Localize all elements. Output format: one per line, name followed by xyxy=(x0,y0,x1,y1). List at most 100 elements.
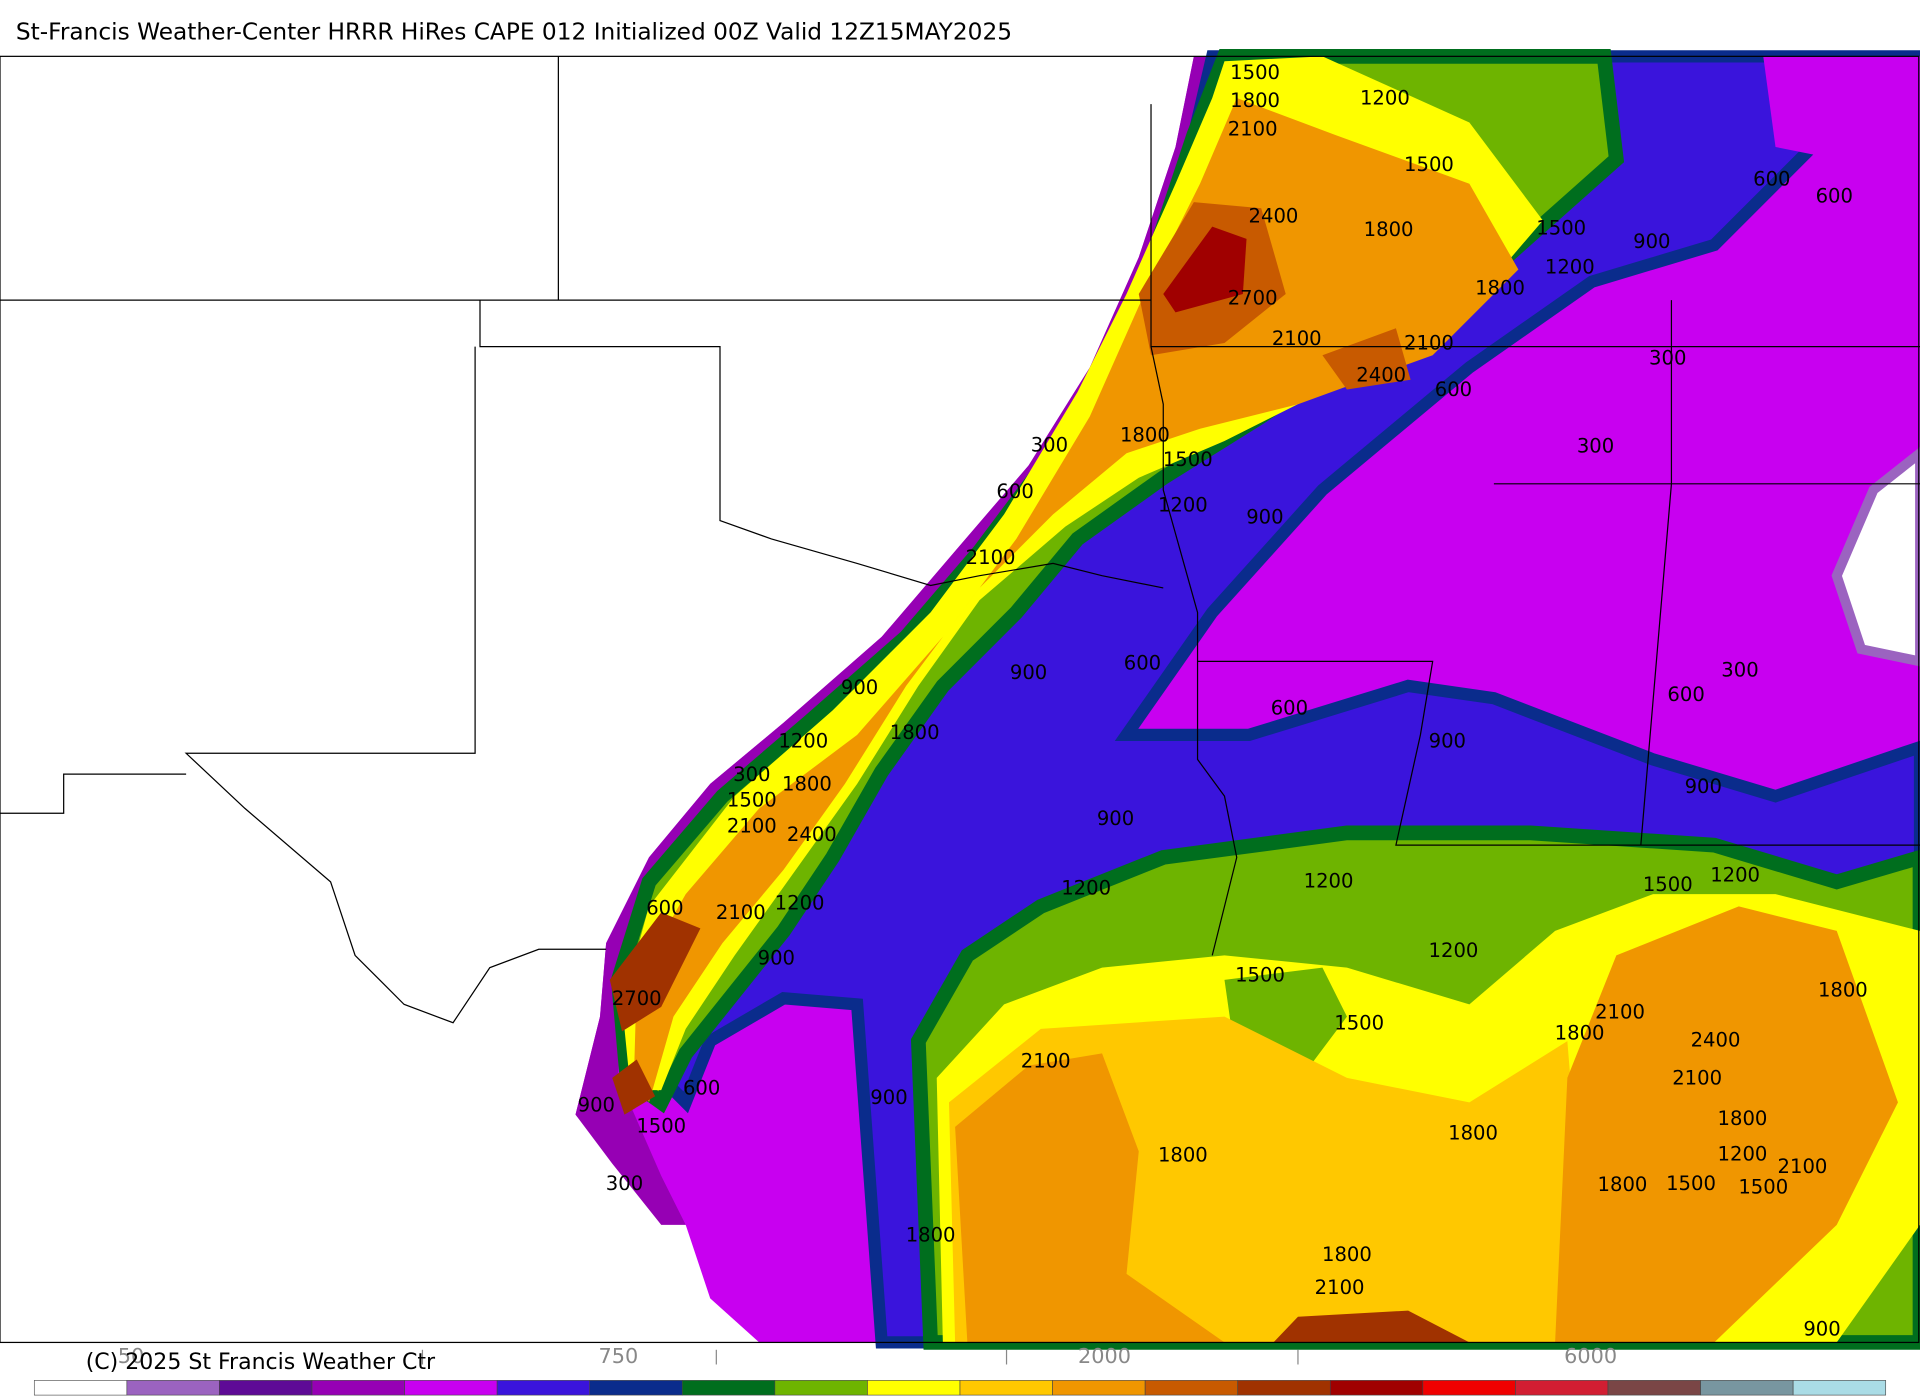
contour-label: 2400 xyxy=(1249,204,1299,227)
cape-low-east xyxy=(1831,446,1920,667)
colorbar-swatch xyxy=(589,1380,683,1396)
colorbar-label: 2000 xyxy=(1078,1344,1131,1368)
colorbar-swatch xyxy=(1792,1380,1887,1396)
colorbar-swatch xyxy=(1052,1380,1146,1396)
contour-label: 2100 xyxy=(1272,327,1322,350)
contour-label: 2700 xyxy=(1228,286,1278,309)
contour-label: 2400 xyxy=(1356,364,1406,387)
colorbar-swatch xyxy=(33,1380,128,1396)
colorbar: 50 750 2000 6000 xyxy=(33,1344,1887,1396)
contour-label: 900 xyxy=(758,947,795,970)
contour-label: 1500 xyxy=(1334,1011,1384,1034)
colorbar-label: 50 xyxy=(118,1344,144,1368)
cape-purple-ne xyxy=(1763,56,1920,160)
contour-label: 600 xyxy=(996,480,1033,503)
contour-label: 1800 xyxy=(1448,1122,1498,1145)
contour-label: 600 xyxy=(1753,168,1790,191)
colorbar-swatch xyxy=(1515,1380,1609,1396)
colorbar-swatch xyxy=(219,1380,313,1396)
contour-label: 2100 xyxy=(1778,1155,1828,1178)
cape-darkorange-coast-2 xyxy=(612,1059,656,1115)
contour-label: 1800 xyxy=(1230,89,1280,112)
cape-darkorange-coast xyxy=(609,912,701,1032)
contour-label: 600 xyxy=(1816,185,1853,208)
map-frame xyxy=(0,55,1920,1344)
contour-label: 600 xyxy=(646,896,683,919)
contour-label: 300 xyxy=(733,763,770,786)
colorbar-swatch xyxy=(867,1380,961,1396)
colorbar-swatch xyxy=(126,1380,220,1396)
contour-label: 900 xyxy=(1633,230,1670,253)
contour-label: 1500 xyxy=(1738,1176,1788,1199)
borders xyxy=(0,56,1920,1024)
contour-label: 1800 xyxy=(1364,218,1414,241)
contour-label: 1500 xyxy=(1643,873,1693,896)
colorbar-swatch xyxy=(1422,1380,1516,1396)
contour-label: 1200 xyxy=(1718,1143,1768,1166)
contour-label: 1200 xyxy=(1429,939,1479,962)
contour-label: 2700 xyxy=(612,987,662,1010)
contour-label: 1200 xyxy=(1304,869,1354,892)
contour-label: 2100 xyxy=(1595,1000,1645,1023)
contour-label: 900 xyxy=(1803,1318,1840,1341)
colorbar-swatch xyxy=(1237,1380,1331,1396)
contour-label: 1200 xyxy=(1545,256,1595,279)
contour-label: 900 xyxy=(1010,661,1047,684)
contour-label: 2100 xyxy=(1021,1049,1071,1072)
cape-field xyxy=(0,48,1920,1350)
contour-label: 1500 xyxy=(1536,217,1586,240)
cape-orange-north xyxy=(634,97,1519,1103)
cape-darkorange-south xyxy=(1273,1310,1470,1343)
contour-label: 900 xyxy=(1097,807,1134,830)
contour-label: 300 xyxy=(606,1172,643,1195)
contour-label: 1500 xyxy=(1163,448,1213,471)
contour-label: 1800 xyxy=(890,721,940,744)
contour-label: 1200 xyxy=(1158,493,1208,516)
state-border xyxy=(184,346,607,1024)
contour-label: 600 xyxy=(1435,378,1472,401)
contour-label: 300 xyxy=(1721,659,1758,682)
contour-label: 1200 xyxy=(1061,877,1111,900)
contour-label: 1800 xyxy=(782,773,832,796)
colorbar-label: 750 xyxy=(599,1344,639,1368)
colorbar-swatch xyxy=(1607,1380,1701,1396)
contour-label: 1800 xyxy=(1598,1173,1648,1196)
state-border xyxy=(1197,660,1920,846)
colorbar-swatch xyxy=(774,1380,868,1396)
contour-label: 600 xyxy=(1271,697,1308,720)
contour-label: 1500 xyxy=(1230,61,1280,84)
contour-label: 300 xyxy=(1031,433,1068,456)
contour-label: 900 xyxy=(1246,506,1283,529)
contour-label: 1500 xyxy=(727,789,777,812)
contour-label: 2100 xyxy=(966,546,1016,569)
contour-label: 300 xyxy=(1577,435,1614,458)
contour-label: 2100 xyxy=(1315,1276,1365,1299)
contour-label: 2400 xyxy=(1691,1029,1741,1052)
contour-label: 300 xyxy=(1649,346,1686,369)
contour-label: 1200 xyxy=(1710,863,1760,886)
contour-label: 2100 xyxy=(1228,117,1278,140)
colorbar-swatch xyxy=(404,1380,498,1396)
contour-label: 1800 xyxy=(1322,1243,1372,1266)
contour-label: 2100 xyxy=(1404,332,1454,355)
state-border xyxy=(0,773,187,814)
contour-label: 1800 xyxy=(1718,1107,1768,1130)
contour-label: 900 xyxy=(1429,730,1466,753)
contour-label: 900 xyxy=(841,676,878,699)
contour-label: 600 xyxy=(1124,651,1161,674)
cape-orange-se xyxy=(1555,906,1898,1343)
colorbar-swatch xyxy=(1144,1380,1239,1396)
cape-darkorange-2 xyxy=(1322,328,1411,390)
contour-label: 1800 xyxy=(1475,277,1525,300)
contour-label: 2100 xyxy=(727,814,777,837)
colorbar-swatch xyxy=(959,1380,1053,1396)
contour-label: 1800 xyxy=(906,1223,956,1246)
state-border xyxy=(0,299,1164,589)
cape-darkred xyxy=(1163,226,1247,313)
contour-label: 600 xyxy=(683,1076,720,1099)
contour-label: 1800 xyxy=(1818,978,1868,1001)
contour-label: 1200 xyxy=(775,891,825,914)
